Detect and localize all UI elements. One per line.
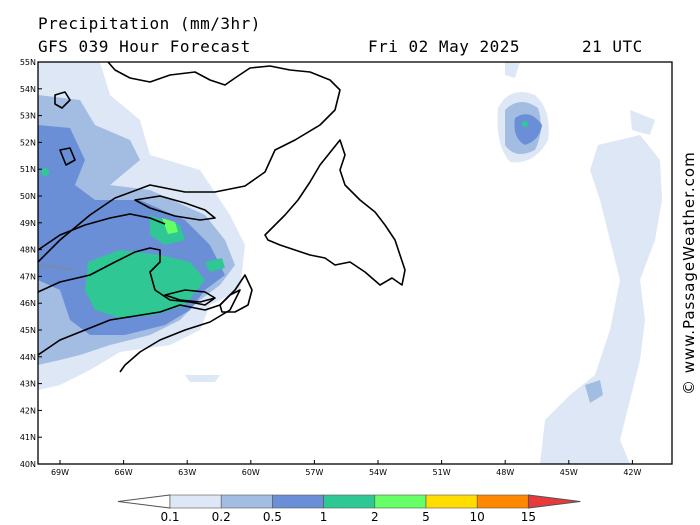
- lat-label: 49N: [20, 219, 36, 228]
- legend-color-box: [169, 494, 222, 509]
- forecast-date: Fri 02 May 2025: [368, 37, 520, 56]
- legend-color-box: [220, 494, 273, 509]
- longitude-axis: 69W 66W 63W 60W 57W 54W 51W 48W 45W 42W: [51, 460, 642, 477]
- lat-label: 42N: [20, 406, 36, 415]
- map-frame: [37, 61, 673, 465]
- lat-label: 55N: [20, 58, 36, 67]
- lon-label: 42W: [623, 468, 641, 477]
- lon-label: 60W: [242, 468, 260, 477]
- legend-color-box: [476, 494, 529, 509]
- lat-label: 47N: [20, 272, 36, 281]
- lat-label: 51N: [20, 165, 36, 174]
- lat-label: 41N: [20, 433, 36, 442]
- lon-label: 66W: [115, 468, 133, 477]
- legend-label: 0.1: [160, 510, 179, 524]
- legend-label: 5: [422, 510, 430, 524]
- precip-very-intense-area: [162, 218, 178, 234]
- lon-label: 51W: [433, 468, 451, 477]
- lat-label: 44N: [20, 353, 36, 362]
- lat-label: 46N: [20, 299, 36, 308]
- lat-label: 45N: [20, 326, 36, 335]
- legend-label: 1: [320, 510, 328, 524]
- legend-color-box: [323, 494, 376, 509]
- legend-label: 2: [371, 510, 379, 524]
- latitude-axis: 55N 54N 53N 52N 51N 50N 49N 48N 47N 46N 45N 44N 43N 4…: [20, 58, 42, 469]
- legend-color-box: [374, 494, 427, 509]
- lon-label: 45W: [560, 468, 578, 477]
- legend-label: 0.2: [212, 510, 231, 524]
- legend-color-box: [425, 494, 478, 509]
- border-line: [38, 264, 76, 271]
- legend-label: 0.5: [263, 510, 282, 524]
- lat-label: 50N: [20, 192, 36, 201]
- map-title: Precipitation (mm/3hr): [38, 14, 261, 33]
- coastline-outlines: [38, 62, 406, 373]
- lat-label: 54N: [20, 85, 36, 94]
- legend-over-arrow: [527, 494, 581, 509]
- lon-label: 54W: [369, 468, 387, 477]
- lat-label: 48N: [20, 246, 36, 255]
- lat-label: 43N: [20, 380, 36, 389]
- lat-label: 53N: [20, 112, 36, 121]
- legend-color-box: [272, 494, 324, 509]
- lon-label: 48W: [496, 468, 514, 477]
- lon-label: 69W: [51, 468, 69, 477]
- lon-label: 57W: [305, 468, 323, 477]
- forecast-subtitle: GFS 039 Hour Forecast: [38, 37, 251, 56]
- precipitation-legend: 0.1 0.2 0.5 1 2 5 10 15: [117, 494, 581, 524]
- legend-label: 15: [521, 510, 536, 524]
- forecast-time: 21 UTC: [582, 37, 643, 56]
- lat-label: 52N: [20, 138, 36, 147]
- legend-under-arrow: [117, 494, 171, 509]
- legend-label: 10: [470, 510, 485, 524]
- lon-label: 63W: [178, 468, 196, 477]
- copyright-credit: © www.PassageWeather.com: [680, 151, 698, 395]
- lat-label: 40N: [20, 460, 36, 469]
